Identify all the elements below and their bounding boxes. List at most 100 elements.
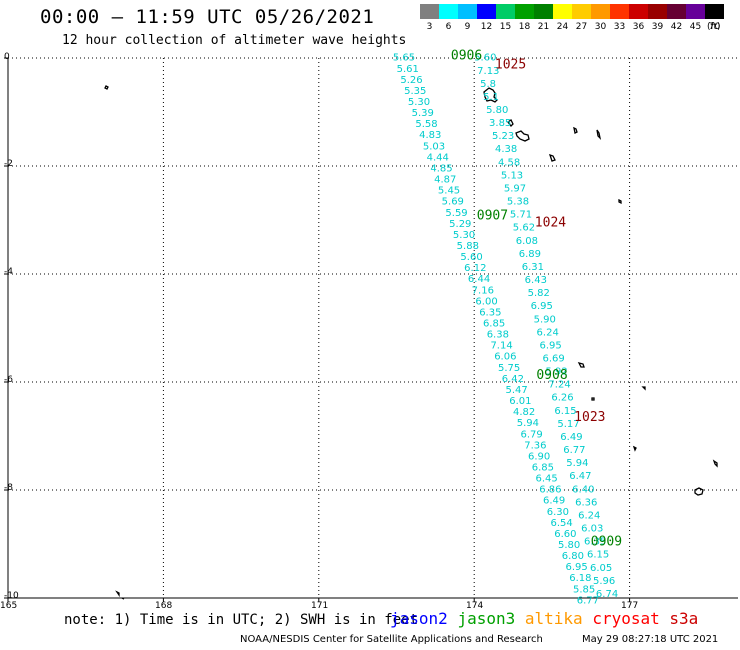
wave-height-value: 5.61 — [397, 64, 419, 75]
color-scale-swatch — [458, 4, 477, 19]
island-outline — [104, 85, 109, 90]
wave-height-value: 5.82 — [528, 288, 550, 299]
wave-height-value: 5.59 — [445, 208, 467, 219]
color-scale-label: 33 — [613, 22, 626, 32]
wave-height-value: 5.38 — [507, 197, 529, 208]
lat-label: 0 — [4, 52, 10, 62]
lon-label: 177 — [621, 601, 639, 611]
wave-height-value: 6.05 — [590, 563, 612, 574]
wave-height-value: 5.69 — [442, 197, 464, 208]
wave-height-value: 6.86 — [539, 485, 561, 496]
legend-entry: altika — [524, 609, 583, 628]
color-scale-swatch — [515, 4, 534, 19]
color-scale-swatch — [648, 4, 667, 19]
wave-height-value: 5.26 — [400, 75, 422, 86]
wave-height-value: 6.43 — [525, 275, 547, 286]
pass-time-label: 1025 — [495, 57, 526, 72]
wave-height-value: 4.82 — [513, 407, 535, 418]
wave-height-value: 5.1 — [483, 92, 499, 103]
wave-height-value: 5.58 — [415, 119, 437, 130]
color-scale-label: 15 — [499, 22, 512, 32]
color-scale-swatch — [534, 4, 553, 19]
legend-entry: s3a — [669, 609, 699, 628]
wave-height-value: 6.85 — [532, 462, 554, 473]
wave-height-value: 6.74 — [596, 589, 618, 600]
wave-height-value: 5.03 — [423, 141, 445, 152]
color-scale-swatch — [610, 4, 629, 19]
island-outline — [596, 129, 602, 140]
credit-line: NOAA/NESDIS Center for Satellite Applica… — [240, 634, 543, 645]
wave-height-value: 5.62 — [513, 223, 535, 234]
wave-height-value: 4.83 — [419, 130, 441, 141]
color-scale-label: 9 — [464, 22, 471, 32]
color-scale-label: 42 — [670, 22, 683, 32]
generated-timestamp: May 29 08:27:18 UTC 2021 — [582, 634, 719, 645]
wave-height-value: 5.45 — [438, 186, 460, 197]
color-scale-label: 18 — [518, 22, 531, 32]
wave-height-value: 5.65 — [393, 53, 415, 64]
wave-height-value: 5.88 — [457, 241, 479, 252]
wave-height-value: 4.38 — [495, 144, 517, 155]
lat-label: -8 — [4, 483, 13, 493]
lon-label: 165 — [0, 601, 18, 611]
wave-height-value: 6.08 — [516, 236, 538, 247]
island-outline — [573, 126, 578, 134]
wave-height-value: 5.92 — [545, 367, 567, 378]
wave-height-value: 7.16 — [472, 285, 494, 296]
wave-height-value: 6.36 — [575, 497, 597, 508]
island-outlines — [104, 85, 718, 600]
wave-height-value: 5.35 — [404, 86, 426, 97]
wave-height-value: 7.24 — [548, 380, 570, 391]
color-scale-label: 24 — [556, 22, 569, 32]
wave-height-value: 6.40 — [572, 484, 594, 495]
color-scale-swatch — [591, 4, 610, 19]
satellite-legend: jason2 jason3 altika cryosat s3a — [390, 609, 698, 628]
pass-time-label: 1024 — [535, 216, 566, 231]
pass-time-labels: 0906 1025 0907 1024 0908 1023 0909 — [451, 48, 622, 549]
color-scale-swatch — [420, 4, 439, 19]
color-scale-swatch — [705, 4, 724, 19]
wave-height-value: 6.03 — [581, 524, 603, 535]
page-subtitle: 12 hour collection of altimeter wave hei… — [62, 33, 407, 48]
island-outline — [577, 362, 585, 368]
lat-label: -2 — [4, 159, 13, 169]
pass-time-label: 1023 — [574, 410, 605, 425]
wave-height-value: 6.00 — [475, 296, 497, 307]
island-outline — [694, 487, 704, 496]
footer-note: note: 1) Time is in UTC; 2) SWH is in fe… — [64, 612, 419, 628]
wave-height-value: 6.45 — [535, 474, 557, 485]
wave-height-value: 6.18 — [569, 573, 591, 584]
wave-height-value: 6.49 — [560, 432, 582, 443]
wave-height-value: 6.15 — [587, 550, 609, 561]
color-scale-swatch — [496, 4, 515, 19]
wave-height-value: 6.12 — [464, 263, 486, 274]
color-scale-swatch — [572, 4, 591, 19]
wave-height-value: 7.13 — [477, 66, 499, 77]
pass-time-label: 0909 — [591, 534, 622, 549]
wave-height-value: 6.44 — [468, 274, 490, 285]
wave-height-value: 6.90 — [528, 451, 550, 462]
color-scale-label: 39 — [651, 22, 664, 32]
wave-height-value: 5.80 — [486, 105, 508, 116]
wave-height-value: 5.47 — [505, 385, 527, 396]
lon-label: 171 — [311, 601, 329, 611]
wave-height-value: 6.85 — [483, 319, 505, 330]
wave-height-value: 6.31 — [522, 262, 544, 273]
island-outline — [507, 119, 514, 127]
wave-height-value: 5.60 — [474, 53, 496, 64]
wave-height-value: 6.60 — [554, 529, 576, 540]
island-outline — [632, 445, 637, 452]
color-scale-swatch — [477, 4, 496, 19]
wave-height-value: 6.80 — [562, 551, 584, 562]
color-scale-label: 27 — [575, 22, 588, 32]
color-scale-label: 6 — [445, 22, 452, 32]
wave-height-value: 4.87 — [434, 175, 456, 186]
wave-height-value: 6.24 — [537, 327, 559, 338]
legend-entry: cryosat — [592, 609, 660, 628]
island-outline — [591, 397, 595, 401]
color-scale-label: 70 — [708, 22, 721, 32]
wave-height-value: 6.77 — [577, 595, 599, 606]
island-outline — [121, 597, 125, 600]
wave-height-value: 5.23 — [492, 131, 514, 142]
